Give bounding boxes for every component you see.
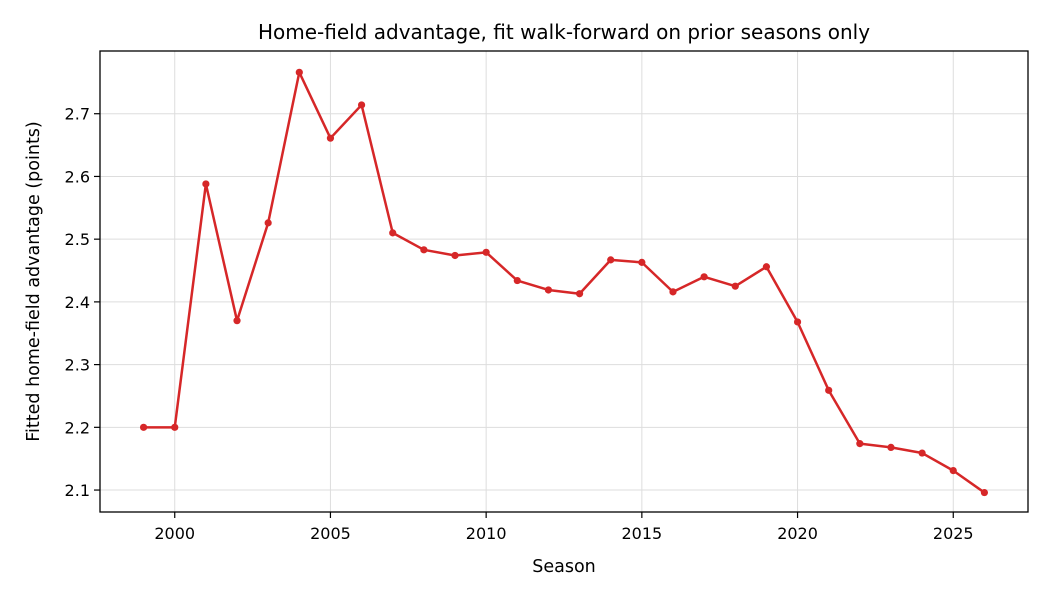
data-point	[918, 449, 926, 457]
y-tick-label: 2.7	[65, 105, 90, 124]
y-tick-label: 2.6	[65, 167, 90, 186]
series-layer	[140, 68, 989, 497]
x-tick-label: 2015	[621, 524, 662, 543]
x-axis-label: Season	[532, 557, 596, 577]
data-point	[357, 101, 366, 109]
y-tick-label: 2.1	[65, 481, 90, 500]
data-point	[669, 288, 677, 296]
x-tick-label: 2005	[310, 524, 351, 543]
data-point	[575, 290, 584, 298]
data-point	[762, 263, 771, 271]
data-point	[980, 488, 989, 497]
data-point	[264, 219, 272, 227]
data-point	[420, 246, 428, 254]
chart-title: Home-field advantage, fit walk-forward o…	[258, 20, 870, 44]
data-point	[700, 273, 708, 281]
data-point	[326, 134, 335, 142]
data-point	[856, 440, 864, 448]
data-point	[793, 318, 802, 326]
x-tick-label: 2020	[777, 524, 818, 543]
grid	[100, 51, 1028, 512]
data-point	[451, 251, 459, 260]
plot-frame	[99, 50, 1029, 513]
data-point	[140, 423, 148, 431]
x-tick-label: 2000	[154, 524, 195, 543]
ticks: 2000 2005 2010 2015 2020 2025 2.1 2.2 2.3 2.4 2.5 2…	[65, 105, 974, 543]
series-line	[142, 71, 986, 494]
data-point	[482, 248, 490, 256]
data-point	[731, 282, 739, 290]
y-tick-label: 2.3	[65, 356, 90, 375]
data-point	[513, 276, 521, 285]
x-tick-label: 2025	[933, 524, 974, 543]
y-tick-label: 2.4	[65, 293, 90, 312]
data-point	[825, 386, 833, 394]
data-point	[638, 258, 646, 266]
data-point	[544, 286, 553, 294]
y-axis-label: Fitted home-field advantage (points)	[24, 121, 44, 442]
data-point	[607, 256, 615, 264]
data-point	[233, 317, 241, 325]
y-tick-label: 2.5	[65, 230, 90, 249]
data-point	[949, 467, 957, 475]
x-tick-label: 2010	[466, 524, 507, 543]
y-tick-label: 2.2	[65, 418, 90, 437]
data-point	[171, 423, 179, 431]
data-point	[389, 229, 397, 237]
data-point	[295, 68, 303, 76]
data-point	[202, 180, 210, 188]
data-point	[887, 443, 895, 451]
